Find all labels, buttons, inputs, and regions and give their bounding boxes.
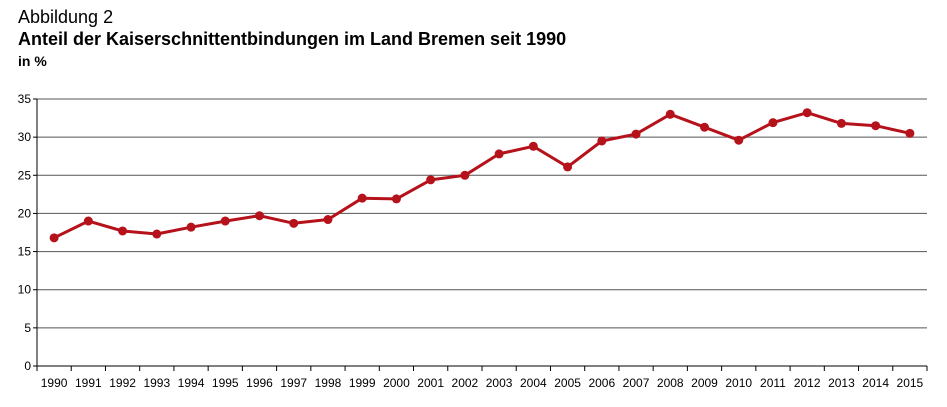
data-point-2009	[700, 122, 709, 132]
data-point-1990	[49, 233, 59, 243]
x-tick-label: 2013	[828, 376, 855, 390]
x-tick-label: 1999	[349, 376, 376, 390]
x-tick-label: 1990	[41, 376, 68, 390]
x-tick-label: 1991	[75, 376, 102, 390]
data-point-2011	[768, 118, 778, 128]
unit-label: in %	[18, 53, 47, 69]
x-tick-label: 1998	[315, 376, 342, 390]
x-tick-label: 2011	[760, 376, 786, 390]
data-point-1999	[357, 193, 367, 203]
data-point-1997	[289, 218, 299, 228]
data-point-2013	[836, 118, 846, 128]
x-tick-label: 2009	[691, 376, 718, 390]
series	[49, 108, 915, 243]
x-tick-label: 1997	[280, 376, 307, 390]
data-point-1998	[323, 215, 333, 225]
x-tick-label: 1993	[143, 376, 170, 390]
data-point-2015	[905, 128, 915, 138]
x-tick-label: 2014	[862, 376, 889, 390]
y-tick-label: 15	[18, 245, 32, 259]
data-point-2005	[563, 162, 573, 172]
data-point-2014	[871, 121, 881, 131]
data-point-1991	[83, 216, 93, 226]
x-tick-label: 2001	[417, 376, 444, 390]
data-point-1996	[255, 211, 264, 221]
data-point-2004	[528, 141, 538, 151]
y-tick-label: 35	[18, 92, 32, 106]
x-tick-label: 1996	[246, 376, 273, 390]
x-tick-label: 2005	[554, 376, 581, 390]
data-point-2010	[734, 135, 744, 145]
data-point-2001	[426, 175, 436, 185]
y-tick-label: 0	[24, 359, 31, 373]
x-tick-label: 1995	[212, 376, 239, 390]
data-point-2002	[460, 170, 470, 180]
data-point-1993	[152, 229, 162, 239]
x-tick-label: 2004	[520, 376, 547, 390]
data-point-2008	[665, 109, 675, 119]
data-point-2012	[802, 108, 812, 118]
x-tick-label: 2000	[383, 376, 410, 390]
data-point-1992	[118, 226, 128, 236]
x-tick-label: 2007	[623, 376, 650, 390]
x-tick-label: 2002	[452, 376, 479, 390]
x-tick-label: 2010	[725, 376, 752, 390]
y-tick-label: 5	[24, 321, 31, 335]
x-tick-label: 2006	[588, 376, 615, 390]
y-tick-label: 20	[18, 206, 32, 220]
data-point-2007	[631, 129, 641, 139]
y-tick-label: 25	[18, 168, 32, 182]
data-point-1994	[186, 222, 196, 232]
data-point-2006	[597, 136, 607, 146]
y-tick-label: 30	[18, 130, 32, 144]
chart-header: Abbildung 2 Anteil der Kaiserschnittentb…	[18, 6, 566, 71]
chart-title: Anteil der Kaiserschnittentbindungen im …	[18, 29, 567, 49]
figure-label: Abbildung 2	[18, 7, 114, 27]
data-point-2000	[391, 194, 401, 204]
x-tick-label: 2003	[486, 376, 513, 390]
x-tick-label: 2015	[897, 376, 924, 390]
x-tick-label: 1994	[178, 376, 205, 390]
data-point-2003	[494, 149, 504, 159]
x-tick-label: 2008	[657, 376, 684, 390]
y-axis-ticks: 0 5 10 15 20 25 30 35	[18, 92, 37, 373]
data-point-1995	[220, 216, 230, 226]
x-tick-label: 1992	[109, 376, 136, 390]
y-tick-label: 10	[18, 283, 32, 297]
x-tick-label: 2012	[794, 376, 821, 390]
x-axis-ticks: 1990 1991 1992 1993 1994 1995 1996 1997 1998 1999…	[36, 366, 928, 390]
series-line	[53, 111, 911, 240]
